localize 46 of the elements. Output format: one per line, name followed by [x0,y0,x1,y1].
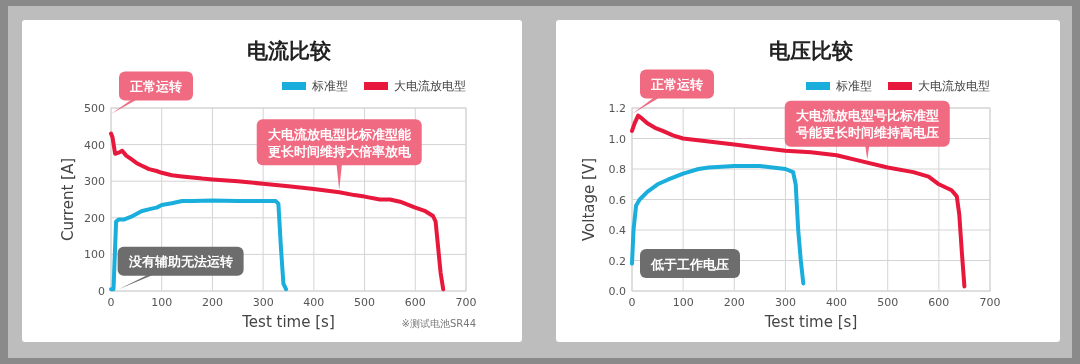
y-axis-title: Voltage [V] [580,158,598,241]
x-tick-label: 400 [826,296,848,309]
y-tick-label: 1.0 [608,132,626,146]
y-tick-label: 400 [84,138,105,152]
x-tick-label: 0 [107,296,115,309]
x-tick-label: 300 [774,296,796,309]
annotation: 低于工作电压 [650,256,729,272]
legend-label: 大电流放电型 [394,79,466,93]
y-axis-title: Current [A] [59,157,77,242]
y-tick-label: 0.4 [608,224,626,237]
text: ※测试电池SR44 [401,318,476,329]
y-tick-label: 0.8 [608,163,626,176]
y-tick-label: 500 [84,102,105,115]
y-tick-label: 0 [98,285,105,298]
x-tick-label: 700 [455,296,477,309]
x-tick-label: 200 [201,296,223,309]
chart-title: 电压比较 [769,39,854,63]
chart-title: 电流比较 [246,39,332,63]
x-tick-label: 600 [404,296,426,309]
x-tick-label: 600 [928,296,950,309]
annotation: 没有辅助无法运转 [127,254,233,270]
legend-label: 标准型 [835,79,872,93]
x-tick-label: 200 [723,296,745,309]
y-tick-label: 300 [84,175,105,189]
y-tick-label: 200 [84,211,105,225]
x-tick-label: 100 [672,296,694,309]
x-tick-label: 500 [877,296,899,309]
text: 正常运转 [129,79,182,94]
y-tick-label: 0.2 [608,254,626,268]
x-tick-label: 0 [628,296,636,309]
x-axis-title: Test time [s] [763,313,858,331]
x-tick-label: 700 [979,296,1001,309]
y-tick-label: 1.2 [608,102,626,115]
y-tick-label: 0.6 [608,193,626,207]
x-tick-label: 400 [303,296,325,309]
x-tick-label: 300 [252,296,274,309]
x-tick-label: 100 [151,296,173,309]
y-tick-label: 100 [84,248,105,262]
y-tick-label: 0.0 [608,285,626,298]
legend-label: 大电流放电型 [918,79,990,93]
text: 正常运转 [650,77,703,92]
legend-label: 标准型 [311,79,348,93]
x-axis-title: Test time [s] [241,313,335,331]
annotation: 大电流放电型比标准型能更长时间维持大倍率放电 [267,126,412,159]
annotation: 大电流放电型号比标准型号能更长时间维持高电压 [794,108,939,141]
x-tick-label: 500 [354,296,376,309]
